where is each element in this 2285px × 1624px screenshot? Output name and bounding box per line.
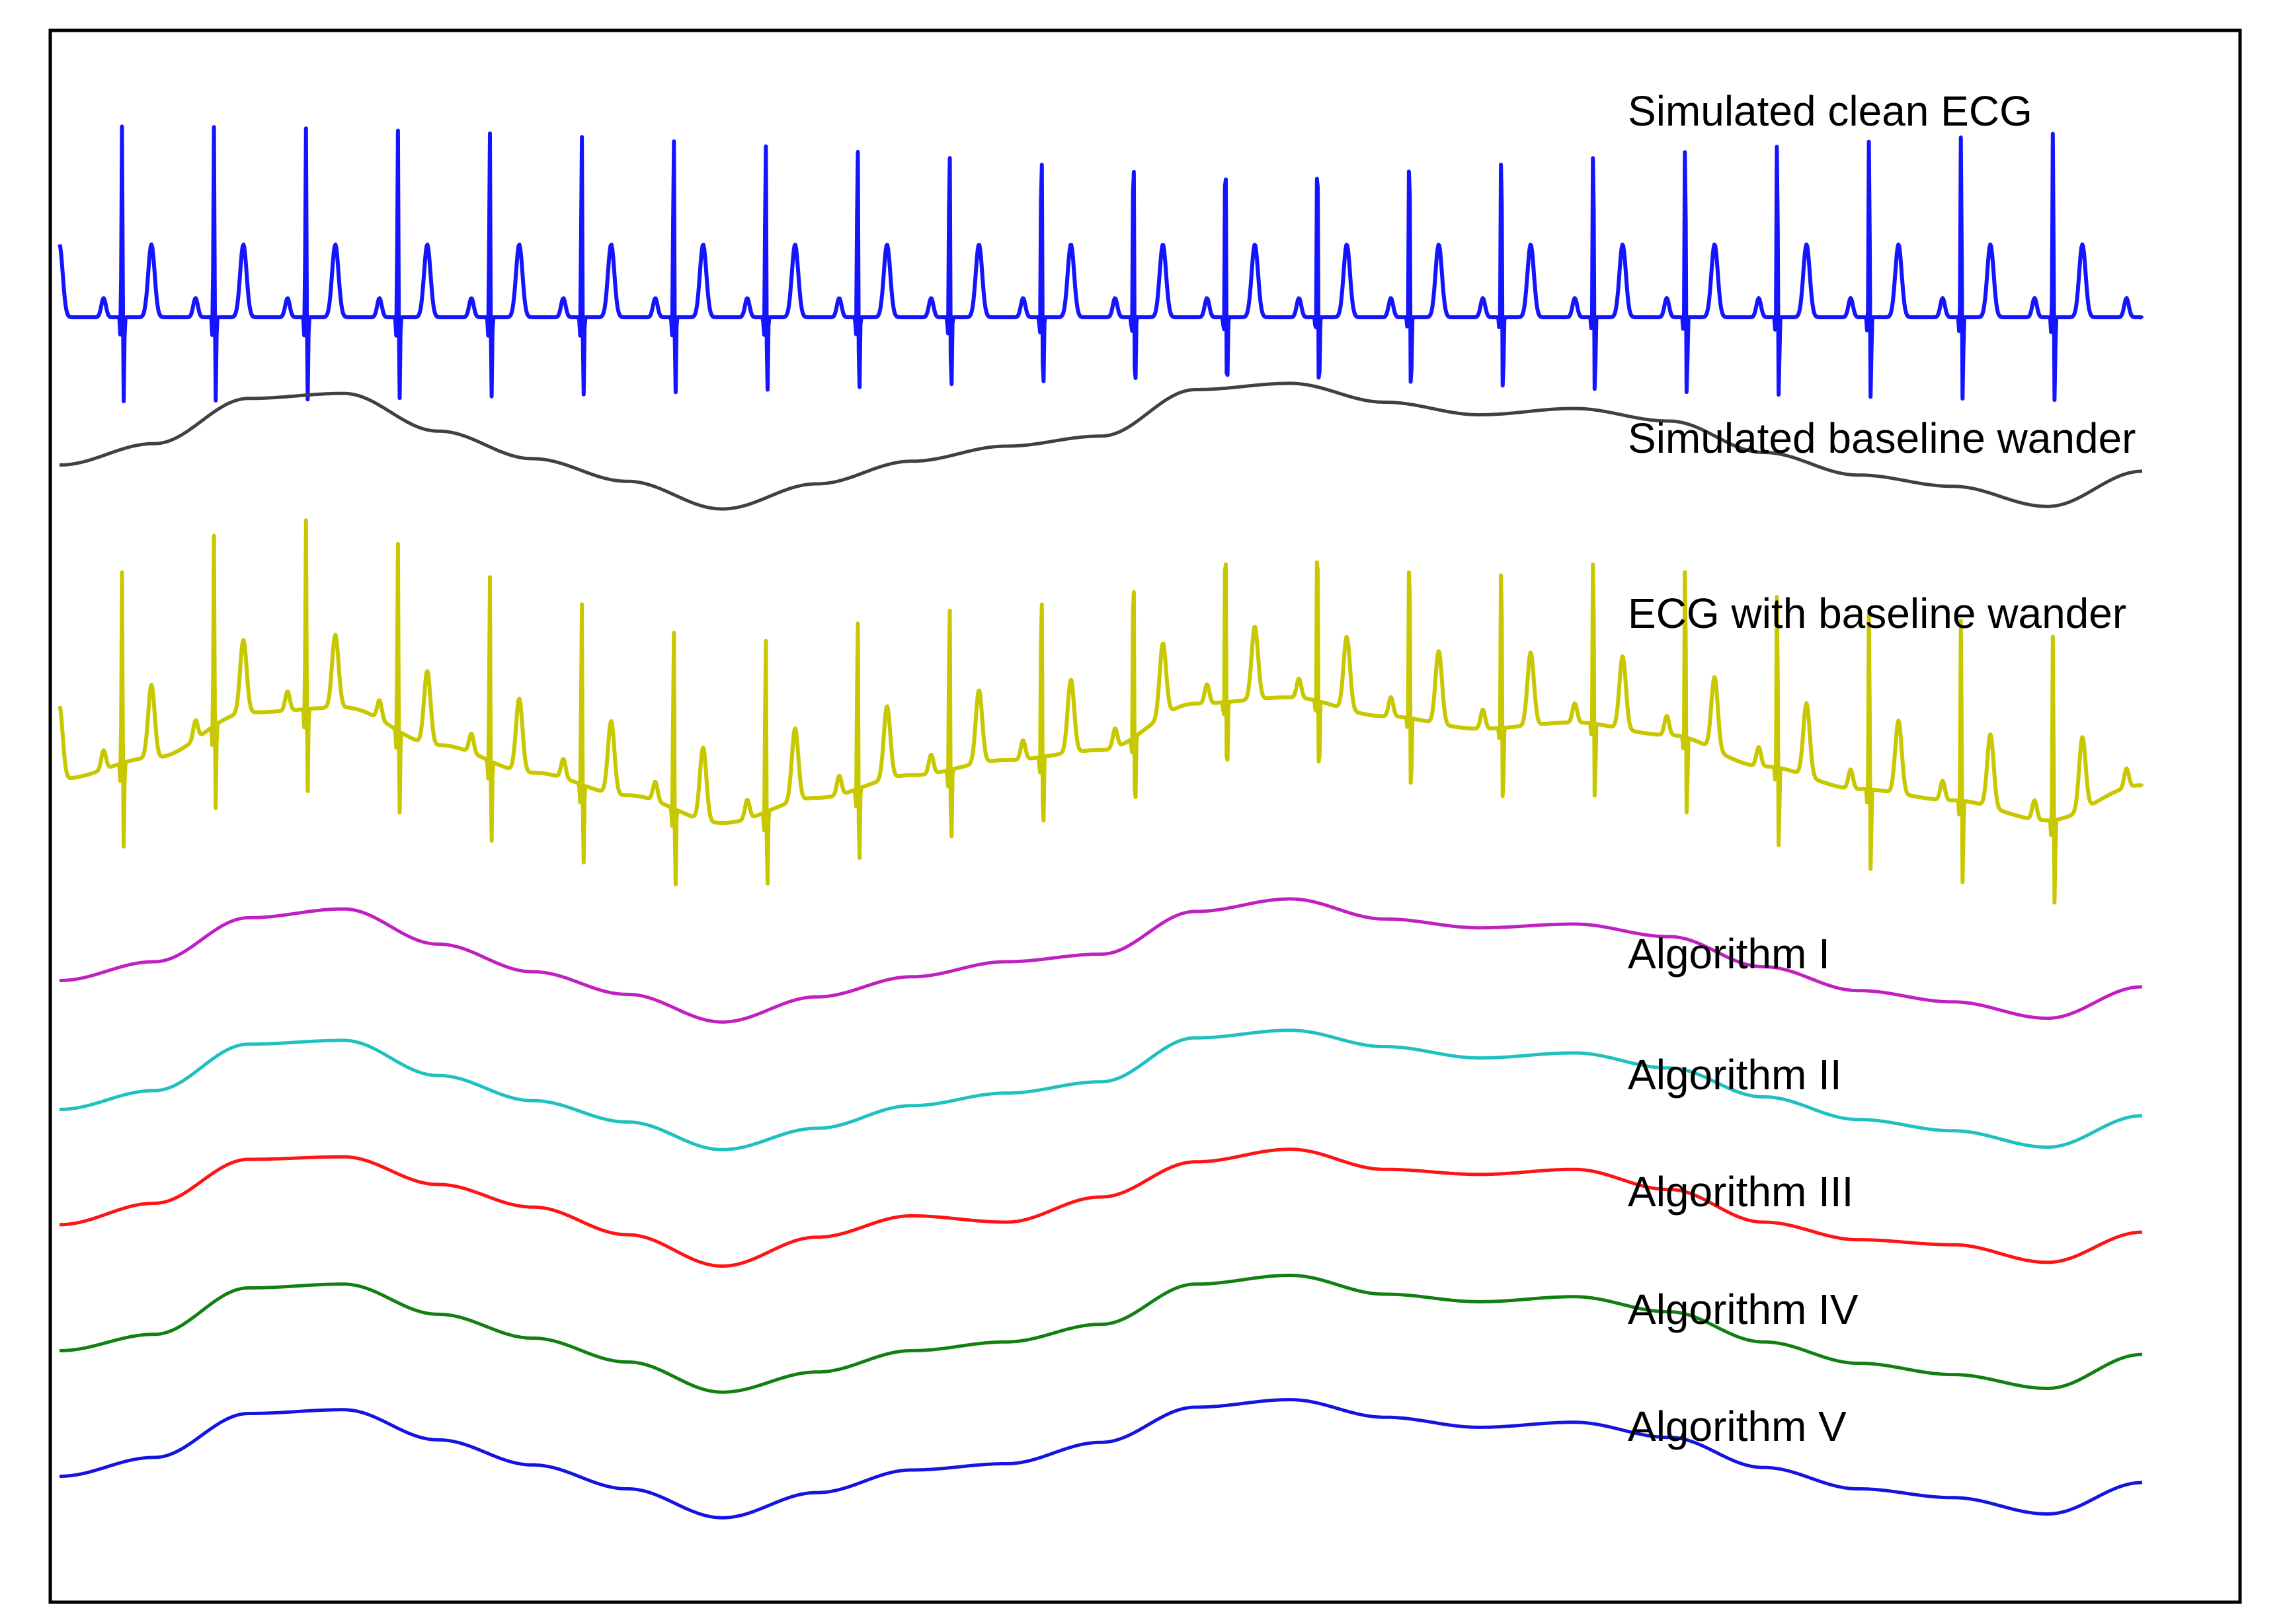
series-line-algorithm-iv	[58, 1274, 2144, 1394]
traces-group	[58, 124, 2144, 1520]
series-line-algorithm-iii	[58, 1147, 2144, 1268]
series-label-algorithm-iv: Algorithm IV	[1628, 1286, 1859, 1333]
series-line-algorithm-ii	[58, 1028, 2144, 1151]
series-label-algorithm-ii: Algorithm II	[1628, 1051, 1842, 1099]
series-label-simulated-baseline-wander: Simulated baseline wander	[1628, 414, 2136, 462]
series-line-simulated-baseline-wander	[58, 381, 2144, 511]
series-label-ecg-with-baseline-wander: ECG with baseline wander	[1628, 590, 2126, 637]
series-line-algorithm-i	[58, 897, 2144, 1024]
series-line-simulated-clean-ecg	[58, 124, 2144, 404]
series-label-simulated-clean-ecg: Simulated clean ECG	[1628, 87, 2032, 135]
series-line-ecg-with-baseline-wander	[58, 518, 2144, 905]
series-label-algorithm-iii: Algorithm III	[1628, 1168, 1853, 1216]
plot-frame	[48, 28, 2242, 1604]
series-line-algorithm-v	[58, 1398, 2144, 1520]
labels-group: Simulated clean ECG Simulated baseline wa…	[1628, 87, 2136, 1450]
series-label-algorithm-v: Algorithm V	[1628, 1403, 1847, 1450]
series-label-algorithm-i: Algorithm I	[1628, 930, 1830, 978]
